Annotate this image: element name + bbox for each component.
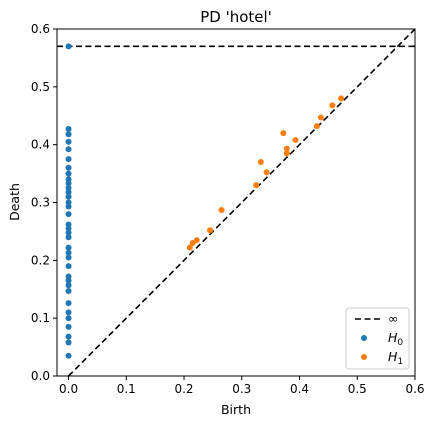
legend-h1-marker <box>361 354 367 360</box>
y-axis-label: Death <box>7 183 22 221</box>
h0-point <box>65 234 72 241</box>
h1-point <box>186 244 193 251</box>
x-tick-label: 0.0 <box>59 382 78 396</box>
y-tick-label: 0.3 <box>31 196 50 210</box>
y-tick-label: 0.4 <box>31 138 50 152</box>
h1-point <box>313 123 320 130</box>
h0-point <box>65 126 72 133</box>
legend-h0-subscript: 0 <box>397 338 403 348</box>
legend-h0-marker <box>361 335 367 341</box>
h0-point <box>65 180 72 187</box>
x-tick-label: 0.5 <box>348 382 367 396</box>
h0-point <box>65 263 72 270</box>
chart-title: PD 'hotel' <box>200 8 272 26</box>
legend-h1-subscript: 1 <box>397 357 403 367</box>
h0-point <box>65 287 72 294</box>
legend-box <box>345 307 410 370</box>
diagonal-line <box>67 28 416 377</box>
h0-point <box>65 203 72 210</box>
h1-point <box>263 169 270 176</box>
h1-point <box>283 150 290 157</box>
h0-point <box>65 309 72 316</box>
h0-point <box>65 131 72 138</box>
h0-point <box>65 138 72 145</box>
h1-point <box>193 237 200 244</box>
h0-point <box>65 339 72 346</box>
h1-point <box>257 159 264 166</box>
h0-point <box>65 189 72 196</box>
h0-point <box>65 352 72 359</box>
h0-point <box>65 300 72 307</box>
x-tick-label: 0.4 <box>290 382 309 396</box>
h1-point <box>292 137 299 144</box>
h1-point <box>338 95 345 102</box>
x-tick-label: 0.3 <box>232 382 251 396</box>
legend-h0-label: H0 <box>388 330 403 348</box>
h0-point <box>65 43 72 50</box>
h0-point <box>65 156 72 163</box>
y-tick-label: 0.6 <box>31 22 50 36</box>
legend: ∞ H0 H1 <box>345 307 410 370</box>
legend-h1-label: H1 <box>388 349 403 367</box>
legend-infinity-label: ∞ <box>388 311 398 326</box>
h0-point <box>65 193 72 200</box>
h0-point <box>65 277 72 284</box>
h0-point <box>65 211 72 218</box>
reference-lines <box>57 28 416 377</box>
h0-point <box>65 323 72 330</box>
h0-point <box>65 164 72 171</box>
x-tick-label: 0.2 <box>174 382 193 396</box>
x-tick-label: 0.1 <box>117 382 136 396</box>
y-tick-label: 0.1 <box>31 311 50 325</box>
h1-point <box>317 114 324 121</box>
legend-h0-name: H <box>388 330 398 345</box>
h0-point <box>65 254 72 261</box>
y-tick-label: 0.5 <box>31 80 50 94</box>
h1-point <box>253 182 260 189</box>
x-axis: 0.0 0.1 0.2 0.3 0.4 0.5 0.6 <box>59 376 425 396</box>
y-tick-label: 0.0 <box>31 369 50 383</box>
legend-h1-name: H <box>388 349 398 364</box>
h1-point <box>329 102 336 109</box>
h0-point <box>65 170 72 177</box>
h1-point <box>283 145 290 152</box>
h0-point <box>65 282 72 289</box>
x-axis-label: Birth <box>221 402 251 417</box>
h0-point <box>65 315 72 322</box>
h1-point <box>207 227 214 234</box>
h0-point <box>65 333 72 340</box>
y-tick-label: 0.2 <box>31 253 50 267</box>
h0-point <box>65 244 72 251</box>
h1-point <box>280 130 287 137</box>
h1-point <box>218 207 225 214</box>
data-points <box>65 43 345 359</box>
y-axis: 0.0 0.1 0.2 0.3 0.4 0.5 0.6 <box>31 22 57 383</box>
h0-point <box>65 249 72 256</box>
h0-point <box>65 229 72 236</box>
x-tick-label: 0.6 <box>405 382 424 396</box>
h0-point <box>65 146 72 153</box>
